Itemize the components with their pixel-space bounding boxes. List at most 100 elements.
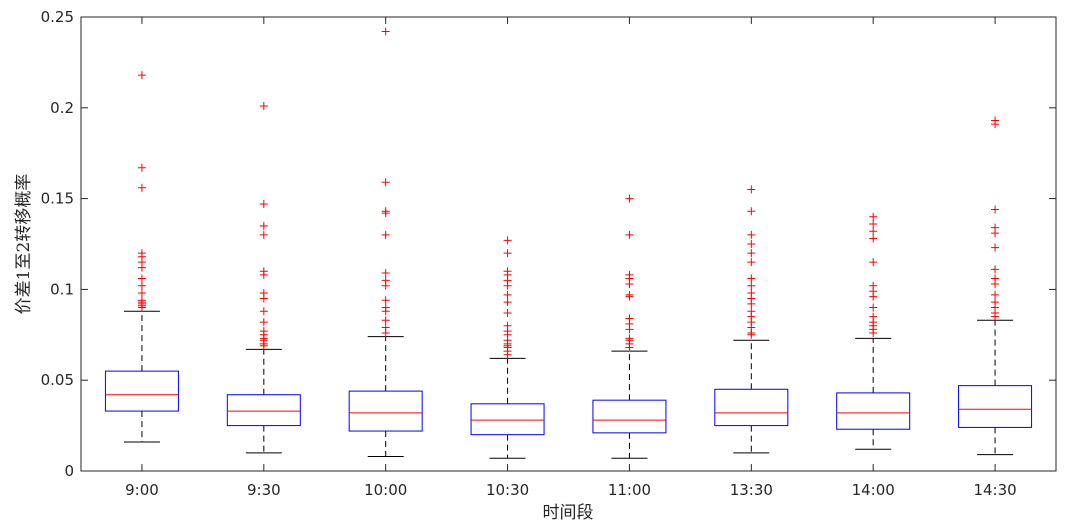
- x-axis-title: 时间段: [543, 503, 594, 523]
- iqr-box: [714, 388, 789, 427]
- x-axis: 9:00 9:30 10:00 10:30 11:00 13:30 14:00 14:30: [125, 17, 1017, 499]
- outlier-marker: [381, 209, 390, 218]
- x-tick-label: 14:00: [852, 481, 895, 499]
- box-1000: [348, 27, 423, 457]
- outlier-marker: [259, 294, 268, 303]
- outlier-marker: [259, 221, 268, 230]
- y-tick-label: 0.1: [50, 280, 74, 298]
- x-tick-label: 10:30: [486, 481, 529, 499]
- y-axis-title: 价差1至2转移概率: [14, 174, 34, 315]
- y-tick-label: 0.05: [41, 371, 74, 389]
- box-series: [104, 27, 1033, 459]
- y-axis: 0 0.05 0.1 0.15 0.2 0.25: [41, 8, 1056, 480]
- box-930: [226, 101, 301, 454]
- outlier-marker: [991, 279, 1000, 288]
- outlier-marker: [259, 341, 268, 350]
- outlier-marker: [259, 230, 268, 239]
- outlier-marker: [503, 290, 512, 299]
- outlier-marker: [381, 269, 390, 278]
- x-tick-label: 14:30: [973, 481, 1016, 499]
- outlier-marker: [381, 296, 390, 305]
- outlier-marker: [259, 270, 268, 279]
- outlier-marker: [381, 178, 390, 187]
- outlier-marker: [625, 279, 634, 288]
- outlier-marker: [259, 101, 268, 110]
- outlier-marker: [869, 220, 878, 229]
- outlier-marker: [747, 249, 756, 258]
- outlier-marker: [137, 71, 146, 80]
- box-1030: [470, 236, 545, 459]
- outlier-marker: [381, 27, 390, 36]
- outlier-marker: [991, 265, 1000, 274]
- outlier-marker: [747, 330, 756, 339]
- outlier-marker: [503, 236, 512, 245]
- outlier-marker: [137, 303, 146, 312]
- box-1330: [714, 185, 789, 454]
- outlier-marker: [259, 318, 268, 327]
- outlier-marker: [747, 274, 756, 283]
- outlier-marker: [991, 229, 1000, 238]
- box-1100: [592, 194, 667, 459]
- outlier-marker: [991, 243, 1000, 252]
- outlier-marker: [991, 290, 1000, 299]
- outlier-marker: [747, 185, 756, 194]
- outlier-marker: [503, 281, 512, 290]
- y-tick-label: 0: [64, 462, 74, 480]
- iqr-box: [836, 392, 911, 430]
- outlier-marker: [137, 183, 146, 192]
- plot-area: [80, 16, 1057, 472]
- outlier-marker: [869, 303, 878, 312]
- outlier-marker: [503, 309, 512, 318]
- outlier-marker: [747, 230, 756, 239]
- outlier-marker: [503, 298, 512, 307]
- iqr-box: [958, 385, 1033, 428]
- outlier-marker: [869, 227, 878, 236]
- outlier-marker: [259, 200, 268, 209]
- box-900: [104, 71, 179, 443]
- outlier-marker: [991, 205, 1000, 214]
- outlier-marker: [137, 289, 146, 298]
- outlier-marker: [137, 263, 146, 272]
- outlier-marker: [869, 234, 878, 243]
- outlier-marker: [137, 274, 146, 283]
- iqr-box: [470, 403, 545, 436]
- iqr-box: [104, 370, 179, 412]
- box-1430: [958, 116, 1033, 456]
- outlier-marker: [381, 316, 390, 325]
- outlier-marker: [747, 258, 756, 267]
- iqr-box: [592, 399, 667, 434]
- outlier-marker: [381, 328, 390, 337]
- box-1400: [836, 212, 911, 450]
- outlier-marker: [869, 212, 878, 221]
- outlier-marker: [503, 350, 512, 359]
- outlier-marker: [747, 281, 756, 290]
- y-tick-label: 0.15: [41, 190, 74, 208]
- outlier-marker: [625, 343, 634, 352]
- x-tick-label: 11:00: [608, 481, 651, 499]
- outlier-marker: [991, 312, 1000, 321]
- outlier-marker: [991, 120, 1000, 129]
- x-tick-label: 13:30: [730, 481, 773, 499]
- y-tick-label: 0.25: [41, 8, 74, 26]
- outlier-marker: [869, 328, 878, 337]
- outlier-marker: [259, 307, 268, 316]
- outlier-marker: [137, 281, 146, 290]
- iqr-box: [226, 394, 301, 427]
- outlier-marker: [381, 230, 390, 239]
- iqr-box: [348, 390, 423, 432]
- y-tick-label: 0.2: [50, 99, 74, 117]
- x-tick-label: 9:00: [125, 481, 159, 499]
- outlier-marker: [747, 240, 756, 248]
- outlier-marker: [625, 325, 634, 334]
- x-tick-label: 10:00: [364, 481, 407, 499]
- outlier-marker: [625, 292, 634, 301]
- outlier-marker: [869, 292, 878, 301]
- x-tick-label: 9:30: [247, 481, 281, 499]
- outlier-marker: [503, 249, 512, 258]
- outlier-marker: [381, 307, 390, 316]
- outlier-marker: [625, 194, 634, 203]
- outlier-marker: [747, 299, 756, 308]
- outlier-marker: [137, 163, 146, 172]
- outlier-marker: [625, 230, 634, 239]
